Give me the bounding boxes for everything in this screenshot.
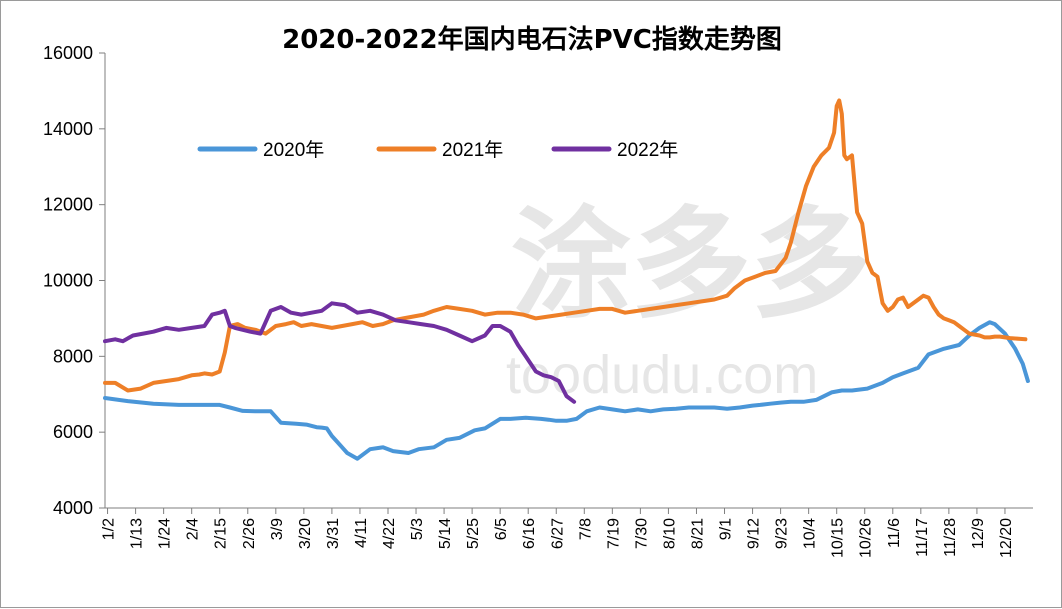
series-line-0 (103, 320, 1030, 461)
x-tick-label: 5/14 (437, 518, 454, 549)
x-tick-label: 9/12 (746, 518, 763, 549)
x-tick-label: 8/21 (689, 518, 706, 549)
x-tick-label: 7/8 (577, 518, 594, 540)
watermark: 涂多多 toodudu.com (506, 198, 871, 405)
x-tick-label: 10/4 (802, 518, 819, 549)
x-tick-label: 8/10 (661, 518, 678, 549)
x-tick-label: 11/17 (914, 518, 931, 557)
legend-label-2: 2022年 (617, 139, 678, 161)
y-tick-label: 10000 (43, 271, 93, 291)
watermark-cn: 涂多多 (511, 198, 871, 332)
x-tick-label: 9/1 (718, 518, 735, 540)
x-tick-label: 2/4 (185, 518, 202, 540)
series-line-2 (103, 301, 577, 404)
x-tick-label: 3/9 (269, 518, 286, 540)
x-tick-label: 1/13 (129, 518, 146, 549)
watermark-en: toodudu.com (506, 345, 818, 405)
x-tick-label: 7/19 (605, 518, 622, 549)
y-tick-label: 6000 (53, 422, 93, 442)
x-tick-label: 1/24 (157, 518, 174, 549)
legend-label-1: 2021年 (442, 139, 503, 161)
x-tick-label: 4/11 (353, 518, 370, 548)
x-tick-label: 11/28 (942, 518, 959, 557)
y-tick-label: 4000 (53, 498, 93, 518)
y-tick-label: 8000 (53, 346, 93, 366)
series-line-1 (103, 98, 1028, 393)
x-tick-label: 7/30 (633, 518, 650, 549)
y-tick-label: 16000 (43, 43, 93, 63)
x-tick-label: 2/26 (241, 518, 258, 549)
legend-label-0: 2020年 (263, 139, 324, 161)
series-group (103, 98, 1030, 461)
axes: 4000 6000 8000 10000 12000 14000 16000 1/2 1/13 1… (43, 43, 1033, 558)
x-tick-label: 12/20 (998, 518, 1015, 558)
legend: 2020年 2021年 2022年 (197, 139, 678, 161)
y-tick-label: 12000 (43, 195, 93, 215)
x-tick-label: 5/25 (465, 518, 482, 549)
x-tick-label: 2/15 (213, 518, 230, 549)
x-tick-label: 1/2 (101, 518, 118, 540)
x-tick-label: 3/20 (297, 518, 314, 549)
y-tick-label: 14000 (43, 119, 93, 139)
x-tick-label: 6/16 (521, 518, 538, 549)
x-tick-label: 10/26 (858, 518, 875, 558)
x-tick-label: 6/27 (549, 518, 566, 549)
x-tick-label: 12/9 (970, 518, 987, 549)
chart-title: 2020-2022年国内电石法PVC指数走势图 (282, 25, 782, 55)
x-tick-label: 6/5 (493, 518, 510, 540)
x-tick-label: 5/3 (409, 518, 426, 540)
x-tick-label: 10/15 (830, 518, 847, 558)
x-tick-label: 11/6 (886, 518, 903, 548)
x-tick-label: 3/31 (325, 518, 342, 549)
x-tick-label: 4/22 (381, 518, 398, 549)
x-tick-label: 9/23 (774, 518, 791, 549)
